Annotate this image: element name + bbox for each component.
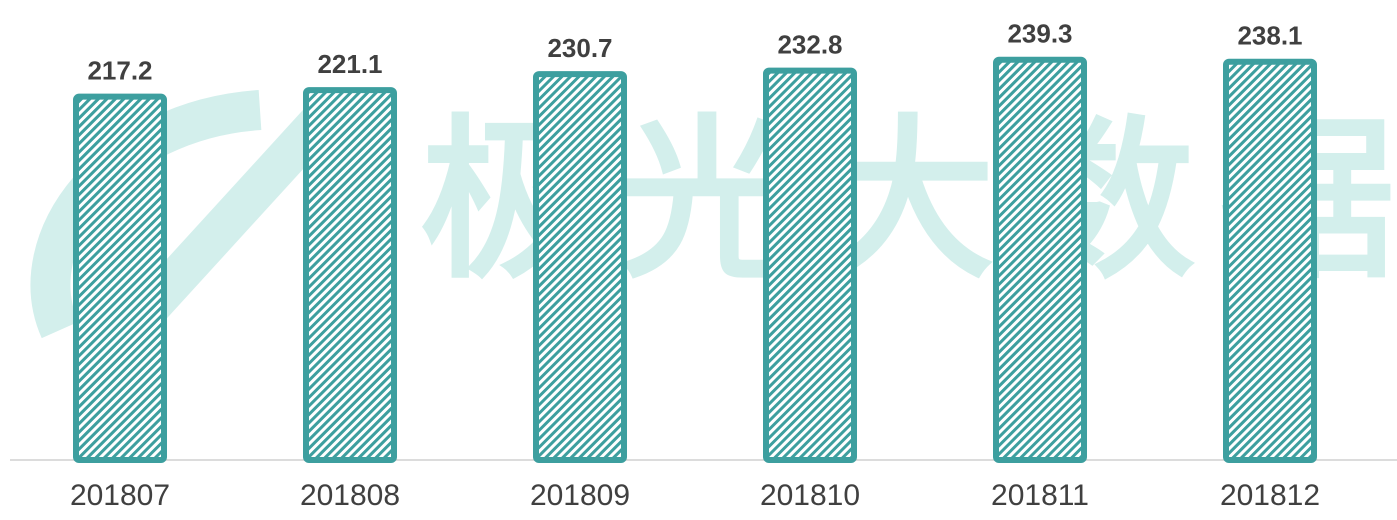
value-label: 217.2: [87, 56, 152, 86]
bar: [73, 93, 167, 464]
value-label: 232.8: [777, 29, 842, 59]
x-tick-label: 201808: [300, 479, 400, 512]
bar: [1223, 58, 1317, 464]
x-tick-label: 201811: [991, 479, 1089, 512]
value-label: 238.1: [1237, 21, 1302, 51]
bar: [763, 67, 857, 464]
x-tick-label: 201809: [530, 479, 630, 512]
bar: [533, 71, 627, 464]
value-label: 230.7: [547, 33, 612, 63]
x-tick-label: 201810: [760, 479, 860, 512]
bar: [303, 87, 397, 463]
x-tick-label: 201807: [70, 479, 170, 512]
x-tick-label: 201812: [1220, 479, 1320, 512]
value-label: 221.1: [317, 49, 382, 79]
value-label: 239.3: [1007, 19, 1072, 49]
bar: [993, 56, 1087, 463]
